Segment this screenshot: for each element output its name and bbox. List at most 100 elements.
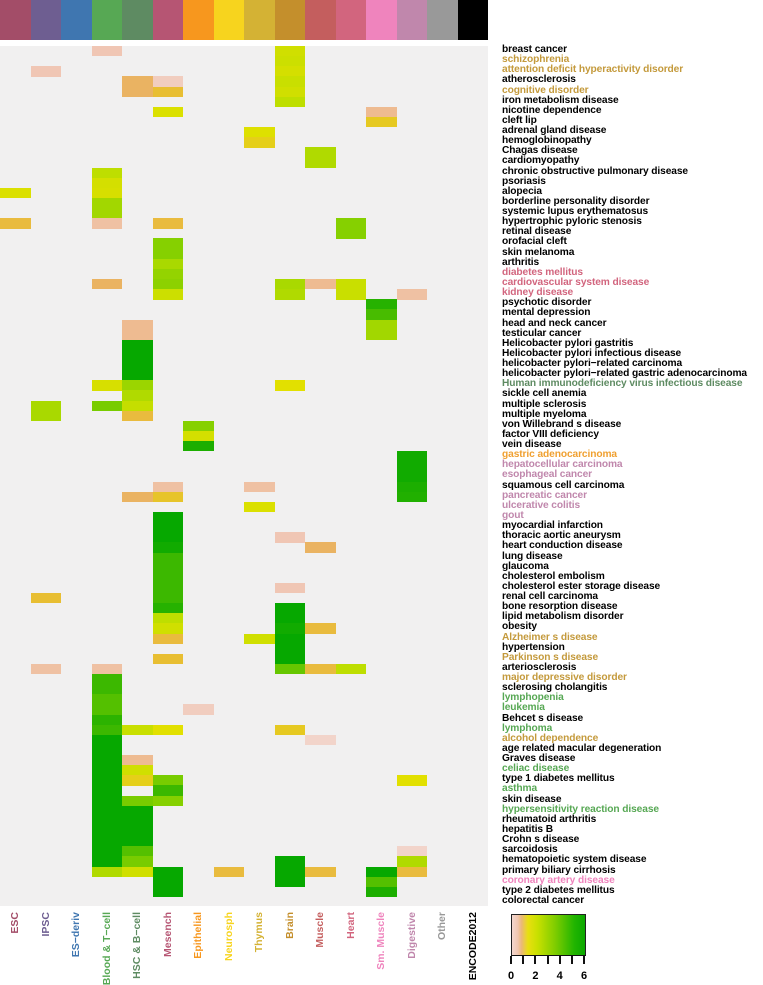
row-label: vein disease: [502, 439, 562, 451]
heatmap-cell: [122, 339, 153, 351]
heatmap-cell: [91, 826, 122, 837]
row-label: alcohol dependence: [502, 732, 599, 744]
heatmap-cell: [122, 400, 153, 411]
heatmap-cell: [122, 329, 153, 341]
heatmap-cell: [122, 805, 153, 817]
heatmap-cell: [152, 582, 183, 594]
heatmap-cell: [152, 886, 183, 898]
heatmap-cell: [91, 684, 122, 695]
row-label: orofacial cleft: [502, 236, 567, 248]
row-label: squamous cell carcinoma: [502, 479, 625, 491]
heatmap-cell: [91, 714, 122, 725]
heatmap-cell: [152, 491, 183, 503]
column-label: Thymus: [253, 912, 265, 953]
heatmap-cell: [152, 86, 183, 97]
heatmap-cell: [122, 491, 153, 503]
row-label: sarcoidosis: [502, 844, 558, 856]
column-label: Blood & T−cell: [100, 912, 113, 985]
heatmap-cell: [122, 724, 153, 736]
row-label: obesity: [502, 621, 537, 633]
colorbar-swatch: [335, 0, 366, 40]
heatmap-cell: [91, 46, 122, 57]
row-label: iron metabolism disease: [502, 94, 619, 106]
heatmap-cell: [274, 66, 305, 77]
colorbar-swatch: [244, 0, 275, 40]
heatmap-cell: [91, 765, 122, 776]
row-label: hematopoietic system disease: [502, 854, 647, 866]
heatmap-cell: [152, 511, 183, 523]
heatmap-cell: [91, 187, 122, 199]
heatmap-cell: [122, 795, 153, 807]
row-label: multiple myeloma: [502, 408, 587, 420]
heatmap-cell: [122, 76, 153, 87]
heatmap-cell: [366, 866, 397, 877]
row-label: chronic obstructive pulmonary disease: [502, 165, 688, 177]
heatmap-cell: [122, 836, 153, 847]
heatmap-cell: [91, 380, 122, 391]
heatmap-cell: [274, 603, 305, 614]
legend-tick-label: 6: [581, 970, 588, 982]
heatmap-cell: [152, 289, 183, 300]
row-label: helicobacter pylori−related gastric aden…: [502, 368, 747, 380]
row-label: head and neck cancer: [502, 317, 607, 329]
heatmap-cell: [152, 724, 183, 736]
heatmap-cell: [152, 532, 183, 543]
row-label: Human immunodeficiency virus infectious …: [502, 378, 743, 390]
legend-tick: [510, 956, 512, 964]
row-label: major depressive disorder: [502, 672, 627, 684]
heatmap-cell: [274, 96, 305, 108]
heatmap-cell: [335, 289, 366, 300]
heatmap-cell: [152, 653, 183, 665]
row-label: hepatocellular carcinoma: [502, 459, 623, 471]
heatmap-cell: [152, 775, 183, 786]
row-label: leukemia: [502, 702, 545, 714]
heatmap-cell: [366, 106, 397, 118]
heatmap-cell: [396, 289, 427, 300]
heatmap-cell: [396, 461, 427, 472]
colorbar-swatch: [305, 0, 336, 40]
row-label: primary biliary cirrhosis: [502, 864, 616, 876]
heatmap-cell: [274, 724, 305, 736]
heatmap-cell: [152, 76, 183, 87]
heatmap-cell: [91, 856, 122, 867]
colorbar-swatch: [396, 0, 427, 40]
row-label: hepatitis B: [502, 824, 553, 835]
column-label: Neurosph: [222, 912, 235, 962]
row-label: Crohn s disease: [502, 834, 580, 846]
heatmap-cell: [274, 663, 305, 675]
heatmap-cell: [366, 116, 397, 128]
heatmap-cell: [366, 309, 397, 320]
heatmap-cell: [91, 167, 122, 178]
heatmap-cell: [274, 532, 305, 543]
heatmap-cell: [305, 663, 336, 675]
heatmap-cell: [335, 228, 366, 239]
row-label: lung disease: [502, 550, 563, 562]
row-label: lymphoma: [502, 722, 553, 734]
heatmap-cell: [396, 451, 427, 462]
column-label: Epithelial: [192, 912, 204, 959]
heatmap-cell: [152, 593, 183, 604]
heatmap-cell: [305, 542, 336, 553]
heatmap-cell: [30, 66, 61, 77]
row-label: atherosclerosis: [502, 74, 576, 86]
column-category-colorbar: [0, 0, 488, 40]
heatmap-cell: [152, 278, 183, 290]
row-label: Helicobacter pylori infectious disease: [502, 347, 682, 359]
row-label: kidney disease: [502, 287, 574, 299]
colorbar-swatch: [213, 0, 244, 40]
heatmap-cell: [274, 856, 305, 867]
heatmap-cell: [274, 380, 305, 391]
heatmap-cell: [152, 633, 183, 644]
heatmap-cell: [366, 299, 397, 310]
heatmap-cell: [122, 410, 153, 422]
colorbar-swatch: [61, 0, 92, 40]
heatmap-cell: [122, 815, 153, 827]
heatmap-cell: [122, 390, 153, 401]
colorbar-swatch: [30, 0, 61, 40]
heatmap-cell: [91, 866, 122, 877]
color-scale-legend: [511, 914, 586, 956]
heatmap-cell: [91, 805, 122, 817]
heatmap-cell: [122, 856, 153, 867]
column-label: ESC: [9, 912, 21, 934]
row-label: multiple sclerosis: [502, 398, 587, 410]
